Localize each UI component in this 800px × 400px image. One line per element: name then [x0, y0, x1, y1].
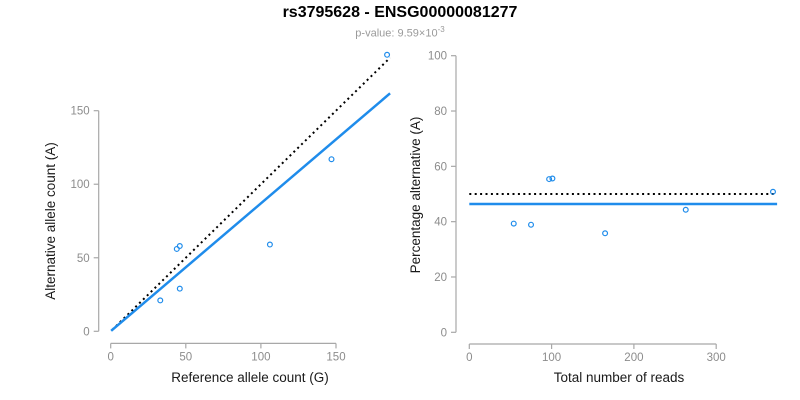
data-point: [176, 285, 183, 292]
x-axis-title: Reference allele count (G): [171, 370, 329, 385]
x-tick-label: 200: [624, 352, 643, 364]
y-tick-label: 20: [434, 272, 447, 284]
data-point: [682, 206, 689, 213]
data-point: [602, 230, 609, 237]
regression-line: [110, 92, 391, 332]
data-point: [546, 176, 553, 183]
y-axis-title: Percentage alternative (A): [408, 117, 423, 274]
y-tick-label: 100: [428, 51, 447, 63]
data-point: [328, 156, 335, 163]
x-tick-label: 0: [107, 351, 113, 363]
data-point: [769, 188, 776, 195]
data-point: [384, 51, 391, 58]
pvalue-exponent: -3: [437, 25, 445, 34]
x-tick-label: 0: [466, 352, 472, 364]
data-point: [157, 297, 164, 304]
y-tick-label: 50: [77, 253, 90, 265]
y-tick-label: 100: [71, 179, 90, 191]
x-tick-label: 50: [179, 351, 192, 363]
y-tick-label: 60: [434, 161, 447, 173]
x-tick-label: 150: [326, 351, 345, 363]
y-tick-label: 0: [441, 327, 447, 339]
figure-subtitle: p-value: 9.59×10-3: [0, 25, 800, 40]
pvalue-text: p-value: 9.59×10: [355, 27, 438, 40]
left-plot: 0 50 100 150 0 50 100 150 Reference allele count…: [43, 51, 391, 385]
x-tick-label: 100: [251, 351, 270, 363]
y-axis-title: Alternative allele count (A): [43, 142, 58, 300]
y-tick-label: 150: [71, 106, 90, 118]
data-point: [266, 241, 273, 248]
data-point: [176, 242, 183, 249]
y-tick-label: 80: [434, 106, 447, 118]
y-tick-label: 0: [83, 326, 89, 338]
data-point: [528, 221, 535, 228]
identity-line: [111, 57, 391, 331]
data-point: [510, 220, 517, 227]
x-tick-label: 300: [707, 352, 726, 364]
y-tick-label: 40: [434, 217, 447, 229]
data-point: [549, 175, 556, 182]
right-plot: 0 20 40 60 80 100 0 100 200 300 Total number of re…: [408, 51, 778, 385]
figure-title: rs3795628 - ENSG00000081277: [282, 4, 518, 21]
x-axis-title: Total number of reads: [554, 370, 685, 385]
x-tick-label: 100: [542, 352, 561, 364]
data-point: [173, 245, 180, 252]
